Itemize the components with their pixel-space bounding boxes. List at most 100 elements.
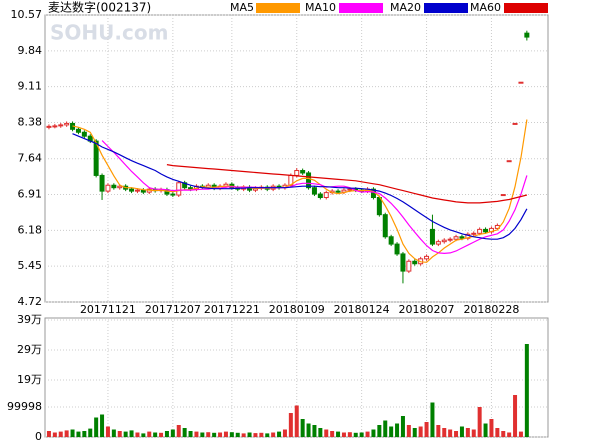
ma-line: [101, 140, 528, 255]
volume-bar: [477, 407, 482, 437]
volume-bar: [288, 413, 293, 437]
y-tick-label: 6.18: [18, 223, 43, 236]
candle-body: [75, 128, 81, 133]
volume-bar: [454, 431, 459, 437]
y-tick-label: 9.84: [18, 44, 43, 57]
candle-body: [176, 182, 182, 196]
volume-tick-label: 39万: [17, 313, 42, 326]
volume-bar: [135, 432, 140, 437]
volume-bar: [483, 423, 488, 437]
candle-body: [406, 260, 412, 272]
candle-body: [435, 241, 441, 245]
volume-bar: [330, 431, 335, 437]
candle-body: [99, 174, 105, 192]
candle-body: [429, 228, 435, 245]
candle-body: [500, 194, 506, 197]
volume-bar: [182, 428, 187, 437]
volume-bar: [324, 429, 329, 437]
candle-body: [134, 189, 140, 192]
ma-line: [72, 133, 528, 240]
candle-body: [376, 197, 382, 216]
candle-body: [471, 232, 477, 235]
candle-body: [412, 260, 418, 265]
volume-bar: [442, 428, 447, 437]
volume-bar: [129, 430, 134, 437]
volume-bar: [495, 428, 500, 437]
candle-body: [477, 228, 483, 234]
y-tick-label: 8.38: [18, 115, 43, 128]
candle-body: [447, 238, 453, 241]
candle-body: [441, 239, 447, 243]
volume-bar: [218, 432, 223, 437]
volume-bar: [513, 395, 518, 437]
candle-body: [506, 160, 512, 163]
volume-bar: [247, 432, 252, 437]
candle-body: [64, 122, 70, 126]
candle-body: [317, 193, 323, 199]
x-tick-label: 20171221: [204, 303, 260, 316]
candle-body: [105, 184, 111, 192]
volume-bar: [100, 414, 105, 437]
volume-bar: [200, 432, 205, 437]
volume-bar: [501, 431, 506, 437]
volume-bar: [294, 405, 299, 437]
volume-bar: [241, 433, 246, 437]
ma-line: [72, 119, 528, 263]
candle-body: [453, 236, 459, 240]
volume-bar: [347, 432, 352, 437]
volume-bar: [312, 425, 317, 437]
volume-bar: [412, 428, 417, 437]
volume-bar: [282, 429, 287, 437]
volume-bar: [341, 432, 346, 437]
volume-bar: [117, 431, 122, 437]
chart-title: 麦达数字(002137): [48, 0, 151, 15]
volume-bar: [471, 429, 476, 437]
candle-body: [300, 170, 306, 174]
volume-bar: [259, 432, 264, 437]
volume-bar: [170, 429, 175, 437]
legend-label: MA60: [470, 1, 501, 14]
candle-body: [394, 243, 400, 255]
candle-body: [170, 193, 176, 196]
y-tick-label: 10.57: [11, 8, 43, 21]
volume-bar: [159, 432, 164, 437]
volume-bar: [76, 431, 81, 437]
candle-body: [459, 236, 465, 239]
candle-body: [58, 124, 64, 127]
volume-bar: [448, 429, 453, 437]
candle-body: [294, 170, 300, 176]
volume-bar: [111, 429, 116, 437]
candle-body: [347, 188, 353, 191]
legend-swatch: [424, 3, 468, 13]
volume-bar: [164, 431, 169, 437]
volume-bar: [353, 432, 358, 437]
candle-body: [518, 81, 524, 84]
y-tick-label: 5.45: [18, 259, 43, 272]
volume-bar: [70, 429, 75, 437]
y-tick-label: 4.72: [18, 295, 43, 308]
volume-bar: [46, 431, 51, 437]
volume-bar: [400, 416, 405, 437]
volume-bar: [430, 402, 435, 437]
legend-swatch: [504, 3, 548, 13]
volume-bar: [406, 425, 411, 437]
volume-bar: [141, 433, 146, 437]
volume-bar: [306, 423, 311, 437]
volume-bar: [300, 419, 305, 437]
volume-bar: [64, 430, 69, 437]
volume-bar: [82, 431, 87, 437]
volume-bar: [524, 344, 529, 437]
x-tick-label: 20180109: [269, 303, 325, 316]
candle-body: [81, 131, 87, 137]
legend-swatch: [256, 3, 300, 13]
volume-bar: [206, 432, 211, 437]
volume-bar: [194, 431, 199, 437]
volume-bar: [383, 420, 388, 437]
volume-bar: [212, 432, 217, 437]
volume-bar: [436, 425, 441, 437]
candle-body: [512, 122, 518, 125]
legend-label: MA10: [305, 1, 336, 14]
volume-bar: [395, 423, 400, 437]
legend-swatch: [339, 3, 383, 13]
